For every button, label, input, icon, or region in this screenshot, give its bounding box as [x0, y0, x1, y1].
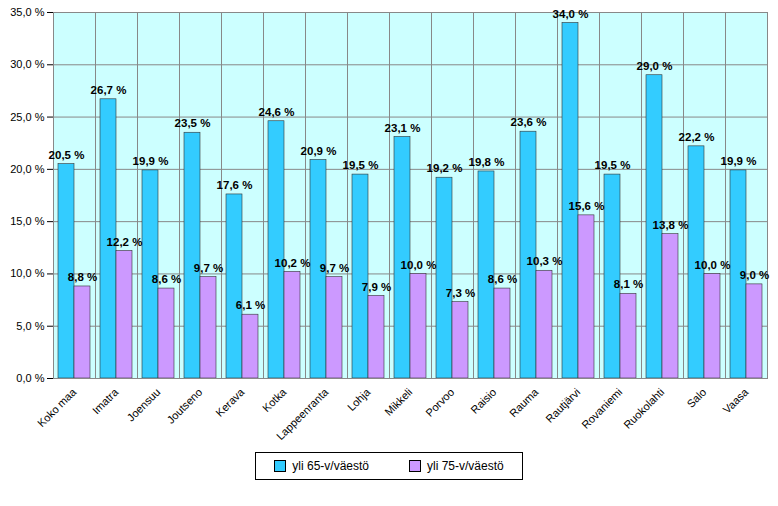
svg-text:20,9 %: 20,9 %: [301, 145, 337, 157]
svg-text:19,9 %: 19,9 %: [721, 155, 757, 167]
svg-text:7,9 %: 7,9 %: [362, 281, 391, 293]
svg-text:15,6 %: 15,6 %: [569, 200, 605, 212]
svg-text:23,6 %: 23,6 %: [511, 116, 547, 128]
svg-text:13,8 %: 13,8 %: [653, 219, 689, 231]
svg-text:Kotka: Kotka: [260, 385, 289, 414]
svg-text:10,3 %: 10,3 %: [527, 255, 563, 267]
svg-text:15,0 %: 15,0 %: [10, 215, 44, 227]
svg-text:20,5 %: 20,5 %: [49, 149, 85, 161]
svg-text:Ruokolahti: Ruokolahti: [621, 386, 666, 431]
svg-text:35,0 %: 35,0 %: [10, 6, 44, 18]
svg-text:23,5 %: 23,5 %: [175, 117, 211, 129]
svg-text:9,7 %: 9,7 %: [320, 262, 349, 274]
svg-text:Lappeenranta: Lappeenranta: [274, 385, 331, 442]
svg-text:19,2 %: 19,2 %: [427, 162, 463, 174]
svg-text:8,1 %: 8,1 %: [614, 278, 643, 290]
svg-text:20,0 %: 20,0 %: [10, 163, 44, 175]
svg-text:29,0 %: 29,0 %: [637, 60, 673, 72]
svg-text:19,5 %: 19,5 %: [343, 159, 379, 171]
svg-text:Raisio: Raisio: [468, 386, 498, 416]
svg-text:Kerava: Kerava: [213, 385, 247, 419]
svg-text:23,1 %: 23,1 %: [385, 122, 421, 134]
svg-text:17,6 %: 17,6 %: [217, 179, 253, 191]
svg-text:10,0 %: 10,0 %: [401, 259, 437, 271]
svg-text:10,0 %: 10,0 %: [10, 267, 44, 279]
svg-text:7,3 %: 7,3 %: [446, 287, 475, 299]
svg-text:8,8 %: 8,8 %: [68, 271, 97, 283]
svg-text:Rautjärvi: Rautjärvi: [543, 386, 582, 425]
svg-text:25,0 %: 25,0 %: [10, 111, 44, 123]
svg-text:Koko maa: Koko maa: [35, 385, 79, 429]
svg-text:10,2 %: 10,2 %: [275, 257, 311, 269]
svg-text:Mikkeli: Mikkeli: [382, 386, 414, 418]
svg-text:Imatra: Imatra: [90, 385, 121, 416]
svg-text:19,5 %: 19,5 %: [595, 159, 631, 171]
svg-text:8,6 %: 8,6 %: [152, 273, 181, 285]
svg-text:Salo: Salo: [684, 386, 708, 410]
svg-text:26,7 %: 26,7 %: [91, 84, 127, 96]
svg-text:Porvoo: Porvoo: [423, 386, 456, 419]
svg-text:5,0 %: 5,0 %: [16, 320, 44, 332]
svg-text:34,0 %: 34,0 %: [553, 8, 589, 20]
svg-text:Rauma: Rauma: [507, 385, 541, 419]
svg-text:30,0 %: 30,0 %: [10, 58, 44, 70]
html-text:yli 65-v/väestö: yli 65-v/väestö: [292, 459, 369, 473]
svg-text:Joensuu: Joensuu: [125, 386, 163, 424]
svg-text:6,1 %: 6,1 %: [236, 299, 265, 311]
svg-text:19,8 %: 19,8 %: [469, 156, 505, 168]
svg-text:Vaasa: Vaasa: [720, 385, 751, 416]
svg-text:Lohja: Lohja: [345, 385, 373, 413]
html-text:yli 75-v/väestö: yli 75-v/väestö: [427, 459, 504, 473]
svg-text:8,6 %: 8,6 %: [488, 273, 517, 285]
svg-text:12,2 %: 12,2 %: [107, 236, 143, 248]
svg-text:24,6 %: 24,6 %: [259, 106, 295, 118]
svg-text:Joutseno: Joutseno: [164, 386, 204, 426]
svg-text:Rovaniemi: Rovaniemi: [579, 386, 624, 431]
svg-text:9,7 %: 9,7 %: [194, 262, 223, 274]
svg-text:19,9 %: 19,9 %: [133, 155, 169, 167]
svg-text:9,0 %: 9,0 %: [740, 269, 769, 281]
svg-text:10,0 %: 10,0 %: [695, 259, 731, 271]
svg-text:22,2 %: 22,2 %: [679, 131, 715, 143]
svg-text:0,0 %: 0,0 %: [16, 372, 44, 384]
